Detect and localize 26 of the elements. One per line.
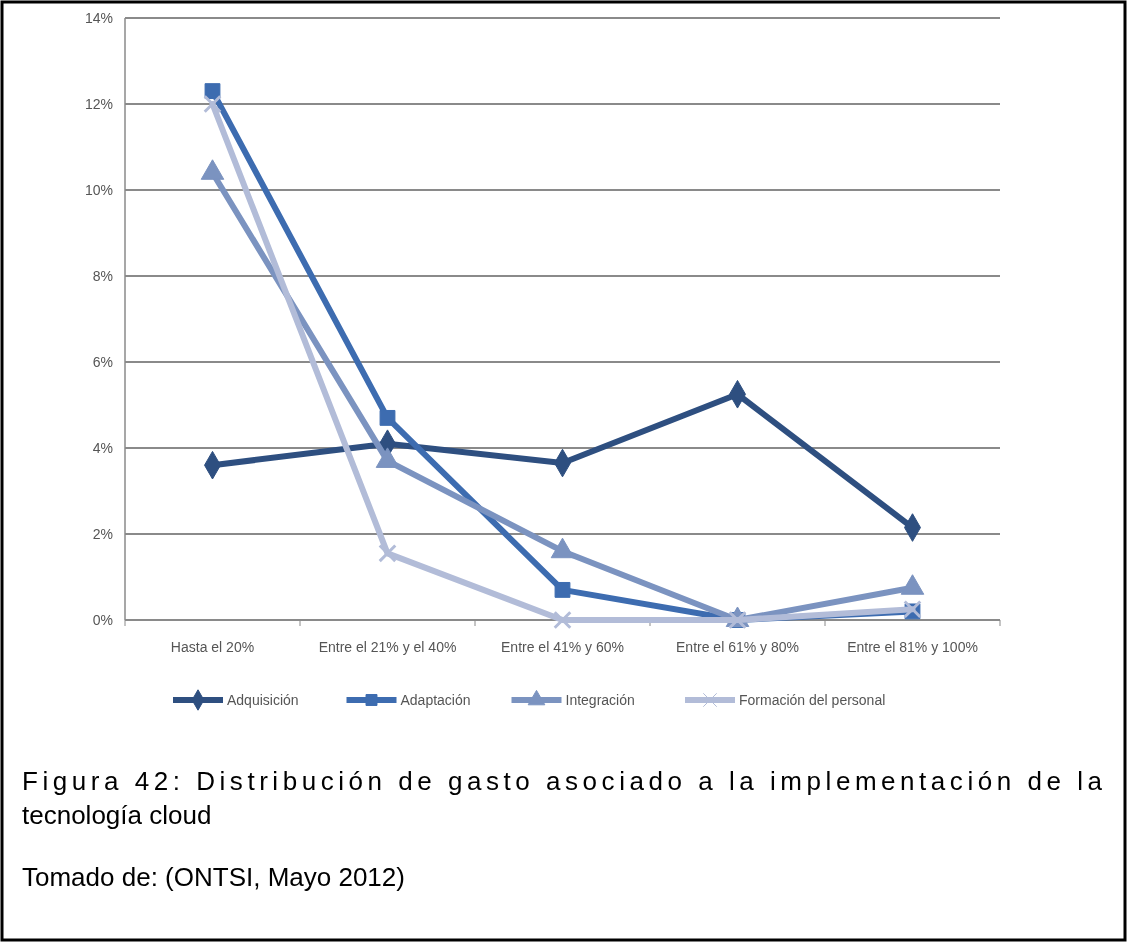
point [554,581,571,598]
y-tick-label: 10% [84,181,113,198]
y-tick-label: 6% [92,353,113,370]
legend-label: Adaptación [400,691,471,708]
x-tick-label: Entre el 41% y 60% [501,639,624,655]
point [379,409,396,426]
point [553,610,572,630]
legend-label: Adquisición [227,691,299,708]
point [378,544,397,563]
legend-label: Integración [565,691,635,708]
point [203,94,222,114]
y-tick-label: 14% [84,9,113,26]
y-tick-label: 12% [84,95,113,112]
x-tick-label: Entre el 81% y 100% [847,639,978,655]
point [204,83,221,100]
y-tick-label: 0% [92,611,113,628]
x-tick-label: Entre el 61% y 80% [676,639,799,655]
text: Tomado de: (ONTSI, Mayo 2012) [22,862,405,892]
y-tick-label: 2% [92,525,113,542]
text: Figura 42: Distribución de gasto asociado a la implementación de la tecnología cloud [22,766,1103,830]
point [903,599,922,619]
legend-label: Formación del personal [739,691,886,708]
x-tick-label: Hasta el 20% [170,639,255,655]
y-tick-label: 8% [92,267,113,284]
x-tick-label: Entre el 21% y el 40% [318,639,457,655]
y-tick-label: 4% [92,439,113,456]
